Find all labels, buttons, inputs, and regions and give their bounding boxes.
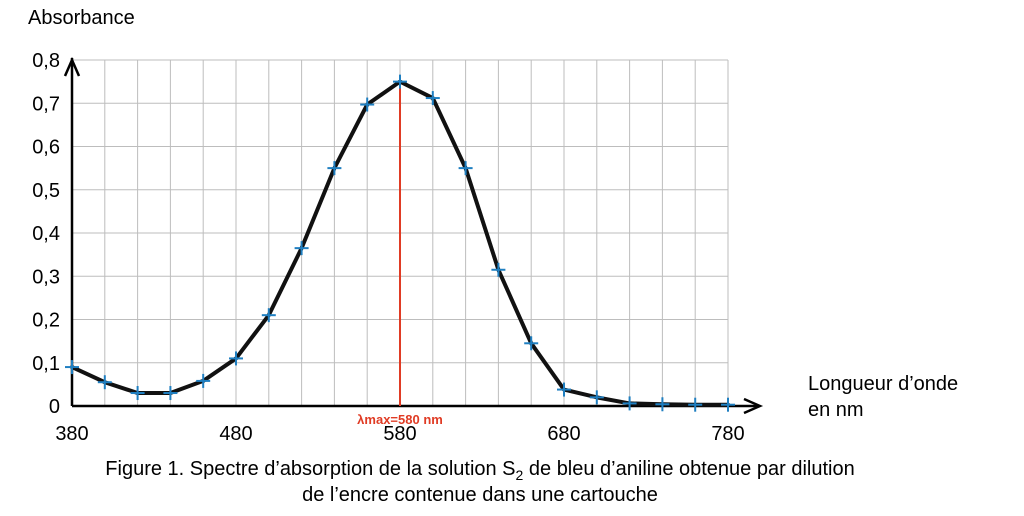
data-point	[557, 382, 571, 397]
series-layer	[65, 74, 735, 412]
x-axis-label-line2: en nm	[808, 399, 864, 421]
data-point	[130, 386, 145, 401]
data-point	[458, 161, 473, 176]
data-point	[294, 241, 309, 256]
lambda-max-label: λmax=580 nm	[357, 412, 443, 427]
data-point	[589, 390, 604, 405]
x-tick-label: 780	[711, 423, 744, 445]
y-tick-label: 0,7	[32, 93, 60, 115]
data-point	[393, 74, 407, 89]
data-point	[360, 97, 375, 112]
data-point	[163, 386, 178, 401]
x-tick-label: 580	[383, 423, 416, 445]
y-tick-label: 0,1	[32, 353, 60, 375]
data-point	[425, 91, 440, 106]
y-tick-label: 0,2	[32, 310, 60, 332]
data-point	[261, 308, 276, 323]
x-axis-label-line1: Longueur d’onde	[808, 373, 958, 395]
data-point	[196, 373, 211, 388]
x-tick-label: 480	[219, 423, 252, 445]
caption-subscript: 2	[515, 467, 524, 483]
caption-text-1: Figure 1. Spectre d’absorption de la sol…	[105, 458, 516, 480]
annotation-layer: λmax=580 nm	[357, 81, 443, 427]
x-tick-label: 680	[547, 423, 580, 445]
y-tick-label: 0,8	[32, 50, 60, 72]
caption-text-3: de l’encre contenue dans une cartouche	[302, 484, 658, 506]
tick-labels: 0 0,1 0,2 0,3 0,4 0,5 0,6 0,7 0,8 380 480 580 680 780	[32, 50, 745, 445]
y-tick-label: 0,5	[32, 180, 60, 202]
data-point	[655, 397, 670, 412]
data-point	[327, 161, 342, 176]
figure-caption-line1: Figure 1. Spectre d’absorption de la sol…	[0, 457, 960, 487]
data-point	[491, 262, 506, 277]
data-point	[229, 351, 243, 366]
data-point	[721, 397, 735, 412]
y-axis-label: Absorbance	[28, 7, 135, 29]
data-point	[65, 360, 79, 375]
y-tick-label: 0	[49, 396, 60, 418]
data-point	[622, 396, 637, 411]
x-axis-arrow	[743, 397, 764, 415]
data-point	[97, 375, 112, 390]
figure-caption-line2: de l’encre contenue dans une cartouche	[0, 483, 960, 507]
caption-text-2: de bleu d’aniline obtenue par dilution	[523, 458, 855, 480]
x-tick-label: 380	[55, 423, 88, 445]
y-tick-label: 0,3	[32, 266, 60, 288]
data-point	[688, 397, 703, 412]
y-tick-label: 0,6	[32, 137, 60, 159]
y-tick-label: 0,4	[32, 223, 60, 245]
data-point	[524, 336, 539, 351]
y-axis-arrow	[63, 56, 81, 77]
axes	[63, 56, 764, 415]
